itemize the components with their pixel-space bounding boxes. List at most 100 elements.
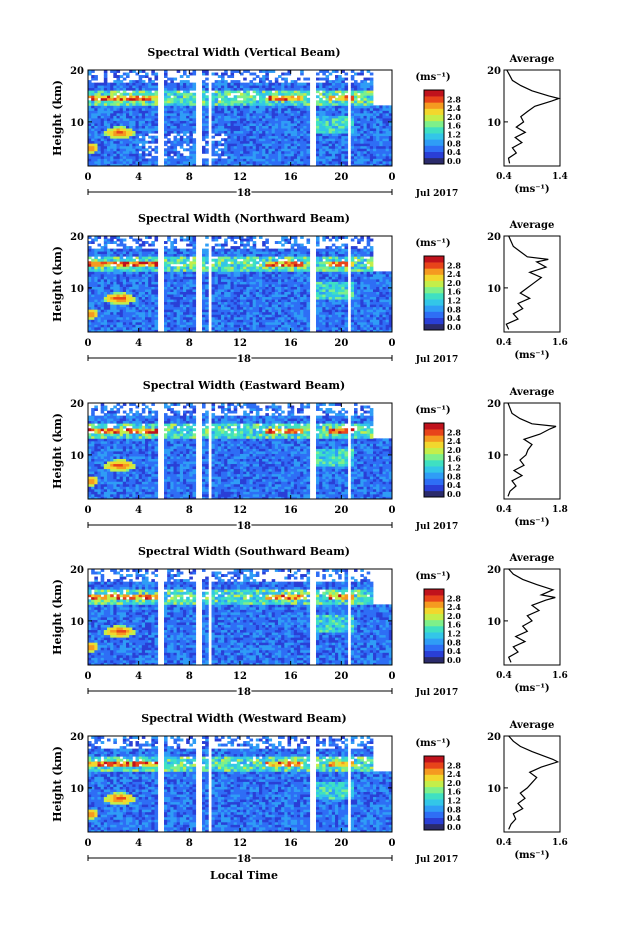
heatmap-cell [151,291,155,295]
heatmap-cell [94,304,98,308]
heatmap-cell [303,90,307,94]
heatmap-cell [382,130,387,134]
heatmap-cell [338,87,342,91]
heatmap-cell [119,112,124,116]
heatmap-cell [192,319,197,323]
heatmap-cell [366,130,371,134]
heatmap-cell [189,153,193,157]
heatmap-cell [233,110,238,114]
heatmap-cell [249,284,254,287]
heatmap-cell [369,118,374,121]
heatmap-cell [240,301,244,305]
heatmap-cell [135,143,140,147]
heatmap-cell [189,286,193,290]
heatmap-cell [281,153,285,157]
heatmap-cell [293,80,298,84]
heatmap-cell [338,90,342,94]
heatmap-cell [360,299,364,303]
heatmap-cell [373,273,377,277]
heatmap-cell [202,105,206,109]
heatmap-cell [217,326,222,330]
heatmap-cell [88,291,92,295]
heatmap-cell [265,299,269,303]
heatmap-cell [297,301,301,305]
heatmap-cell [97,90,102,94]
heatmap-cell [325,128,330,132]
heatmap-cell [243,163,247,167]
heatmap-cell [293,314,298,318]
heatmap-cell [103,278,108,282]
heatmap-cell [240,92,244,96]
heatmap-cell [255,100,260,104]
heatmap-cell [325,321,330,325]
heatmap-cell [129,326,133,330]
heatmap-cell [388,150,393,154]
heatmap-cell [265,145,269,149]
heatmap-cell [236,311,241,315]
heatmap-cell [154,118,159,121]
heatmap-cell [274,319,279,323]
heatmap-cell [274,286,279,290]
heatmap-cell [265,143,269,147]
heatmap-cell [259,299,263,303]
heatmap-cell [164,100,168,104]
heatmap-cell [202,326,206,330]
heatmap-cell [243,296,247,300]
heatmap-cell [205,97,209,101]
heatmap-cell [189,140,193,144]
heatmap-cell [129,145,133,149]
heatmap-cell [243,143,247,147]
heatmap-cell [376,316,380,320]
heatmap-cell [274,123,279,126]
heatmap-cell [268,286,273,290]
heatmap-cell [300,118,304,121]
heatmap-cell [354,120,358,124]
heatmap-cell [221,150,225,154]
heatmap-cell [290,130,295,134]
heatmap-cell [344,278,349,282]
heatmap-cell [328,294,333,298]
heatmap-cell [281,299,285,303]
heatmap-cell [116,324,121,328]
heatmap-cell [255,286,260,290]
heatmap-cell [202,100,206,104]
heatmap-cell [88,72,92,76]
heatmap-cell [265,110,269,114]
heatmap-cell [300,311,304,315]
heatmap-cell [113,299,117,303]
heatmap-cell [179,281,184,285]
heatmap-cell [119,329,124,333]
heatmap-cell [126,301,130,305]
heatmap-cell [103,324,108,328]
heatmap-cell [319,77,323,81]
heatmap-cell [376,110,380,114]
heatmap-cell [303,138,307,142]
heatmap-cell [369,102,374,106]
heatmap-cell [145,296,149,300]
heatmap-cell [344,158,349,162]
heatmap-cell [293,85,298,89]
heatmap-cell [284,276,288,280]
heatmap-cell [214,321,219,325]
heatmap-cell [186,296,190,300]
heatmap-cell [107,105,111,109]
heatmap-cell [271,92,276,96]
heatmap-cell [297,82,301,86]
heatmap-cell [303,316,307,320]
heatmap-cell [287,289,292,292]
heatmap-cell [363,299,368,303]
heatmap-cell [189,92,193,96]
heatmap-cell [211,301,216,305]
heatmap-cell [281,306,285,310]
heatmap-cell [357,85,361,89]
heatmap-cell [363,329,368,333]
heatmap-cell [322,294,326,298]
heatmap-cell [154,97,159,101]
heatmap-cell [129,273,133,277]
heatmap-cell [183,163,187,167]
heatmap-cell [176,128,181,132]
heatmap-cell [91,105,95,109]
heatmap-cell [255,110,260,114]
heatmap-cell [379,107,383,111]
heatmap-cell [186,138,190,142]
